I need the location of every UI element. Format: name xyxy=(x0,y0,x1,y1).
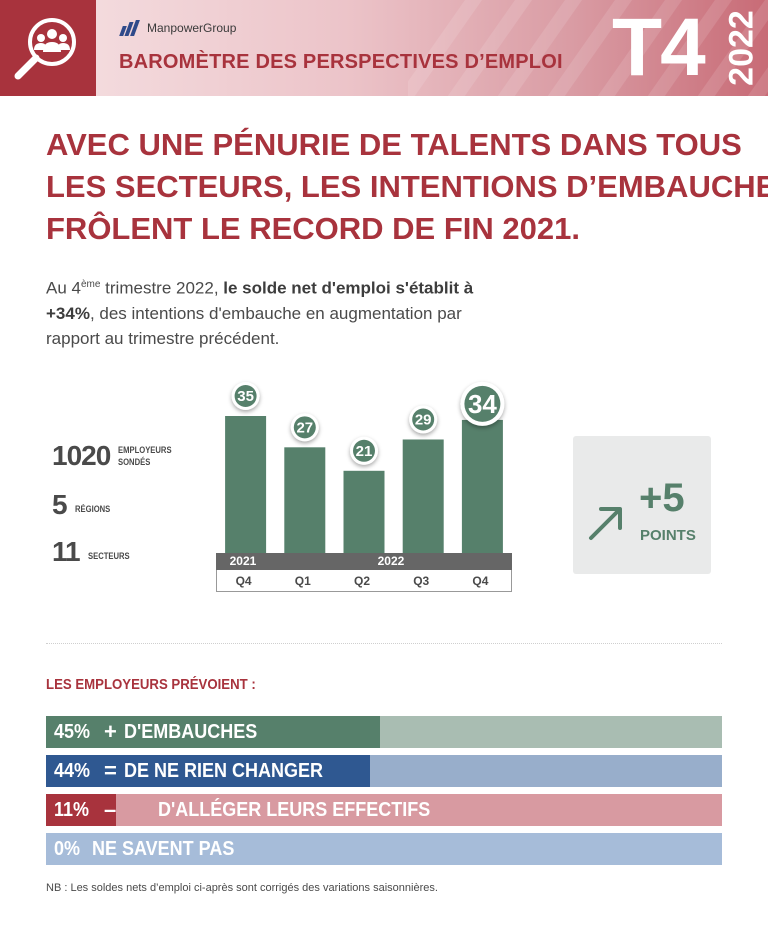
bar-0 xyxy=(225,416,267,553)
headline-line-2: LES SECTEURS, LES INTENTIONS D’EMBAUCHE xyxy=(46,169,768,204)
bar-value-label-4: 34 xyxy=(468,389,497,419)
breakdown-title: LES EMPLOYEURS PRÉVOIENT : xyxy=(46,676,256,693)
bar-chart: 35 27 21 29 34 xyxy=(216,360,512,592)
intro-paragraph: Au 4ème trimestre 2022, le solde net d'e… xyxy=(46,272,516,351)
intro-text-1: Au 4 xyxy=(46,278,81,298)
bar-value-badge-2: 21 xyxy=(350,436,378,465)
headline-line-3: FRÔLENT LE RECORD DE FIN 2021. xyxy=(46,211,580,246)
year-axis-bar xyxy=(216,553,512,570)
stat-regions-label: RÉGIONS xyxy=(74,504,110,514)
breakdown-label: NE SAVENT PAS xyxy=(92,838,235,860)
breakdown-label: DE NE RIEN CHANGER xyxy=(124,760,324,782)
footnote: NB : Les soldes nets d’emploi ci-après s… xyxy=(46,882,438,894)
bar-4 xyxy=(461,419,503,553)
bar-2 xyxy=(343,470,385,553)
breakdown-bar-2: 11% – D'ALLÉGER LEURS EFFECTIFS xyxy=(46,794,722,826)
bar-value-badge-0: 35 xyxy=(231,382,260,410)
header-decoration xyxy=(408,0,768,96)
breakdown-bar-1: 44% = DE NE RIEN CHANGER xyxy=(46,755,722,787)
delta-value: +5 xyxy=(639,476,685,520)
breakdown-symbol: – xyxy=(104,797,117,822)
bar-value-badge-1: 27 xyxy=(290,413,319,442)
x-tick-label-2: Q2 xyxy=(354,574,371,588)
breakdown-bar-fill xyxy=(46,794,116,826)
section-divider xyxy=(46,643,722,644)
stat-sectors: 11 SECTEURS xyxy=(52,536,137,568)
quarter-axis-box xyxy=(216,570,512,592)
intro-text-3: , des intentions d'embauche en augmentat… xyxy=(46,303,462,348)
bar-chart-svg: 35 27 21 29 34 xyxy=(225,381,505,553)
stat-sectors-label: SECTEURS xyxy=(87,551,130,561)
intro-text-2: trimestre 2022, xyxy=(100,278,224,298)
bar-1 xyxy=(284,447,326,553)
stat-regions: 5 RÉGIONS xyxy=(52,489,116,521)
x-tick-label-0: Q4 xyxy=(235,574,252,588)
year-label-box: 2022 xyxy=(716,8,768,88)
arrow-up-right-icon xyxy=(589,507,622,540)
quarter-label: T4 xyxy=(612,2,706,93)
breakdown-bar-track xyxy=(46,833,722,865)
breakdown-bar-0: 45% + D'EMBAUCHES xyxy=(46,716,722,748)
stat-employers: 1020 EMPLOYEURS SONDÉS xyxy=(52,440,181,472)
stat-employers-number: 1020 xyxy=(52,440,111,471)
stat-sectors-number: 11 xyxy=(52,536,81,567)
bar-value-label-2: 21 xyxy=(356,443,373,460)
breakdown-percent: 45% xyxy=(54,721,91,743)
x-tick-label-3: Q3 xyxy=(413,574,430,588)
breakdown-label: D'EMBAUCHES xyxy=(124,721,258,743)
stat-regions-number: 5 xyxy=(52,489,68,520)
delta-unit: POINTS xyxy=(640,527,696,544)
header-title: BAROMÈTRE DES PERSPECTIVES D’EMPLOI xyxy=(119,51,563,73)
bar-value-label-0: 35 xyxy=(237,388,254,405)
breakdown-percent: 0% xyxy=(54,838,81,860)
year-group-label-1: 2022 xyxy=(377,554,405,568)
breakdown-label: D'ALLÉGER LEURS EFFECTIFS xyxy=(158,799,431,821)
bar-3 xyxy=(402,439,444,553)
bar-value-badge-3: 29 xyxy=(409,405,438,434)
breakdown-symbol: = xyxy=(104,758,117,783)
breakdown-percent: 44% xyxy=(54,760,91,782)
header-banner xyxy=(0,0,768,96)
brand-name: ManpowerGroup xyxy=(147,21,237,35)
x-tick-label-1: Q1 xyxy=(294,574,311,588)
stat-employers-label: EMPLOYEURS SONDÉS xyxy=(118,445,172,467)
breakdown-bar-3: 0% NE SAVENT PAS xyxy=(46,833,722,865)
bar-value-badge-4: 34 xyxy=(460,381,505,426)
year-group-label-0: 2021 xyxy=(229,554,257,568)
people-magnifier-icon xyxy=(0,0,96,96)
breakdown-bar-fill xyxy=(46,755,370,787)
headline-line-1: AVEC UNE PÉNURIE DE TALENTS DANS TOUS xyxy=(46,127,742,162)
x-tick-label-4: Q4 xyxy=(472,574,489,588)
breakdown-symbol: + xyxy=(104,719,117,744)
breakdown-percent: 11% xyxy=(54,799,90,821)
intro-superscript: ème xyxy=(80,279,101,290)
bar-value-label-3: 29 xyxy=(415,411,432,428)
bar-value-label-1: 27 xyxy=(296,419,313,436)
breakdown-bar-track xyxy=(46,794,722,826)
manpower-logo-icon xyxy=(119,20,141,36)
brand-logo: ManpowerGroup xyxy=(119,20,236,36)
delta-box: +5 POINTS xyxy=(573,436,711,574)
intro-highlight: le solde net d'emploi s'établit à +34% xyxy=(46,278,474,323)
year-label: 2022 xyxy=(722,10,761,86)
breakdown-bar-fill xyxy=(46,716,380,748)
headline: AVEC UNE PÉNURIE DE TALENTS DANS TOUS LE… xyxy=(46,124,768,250)
